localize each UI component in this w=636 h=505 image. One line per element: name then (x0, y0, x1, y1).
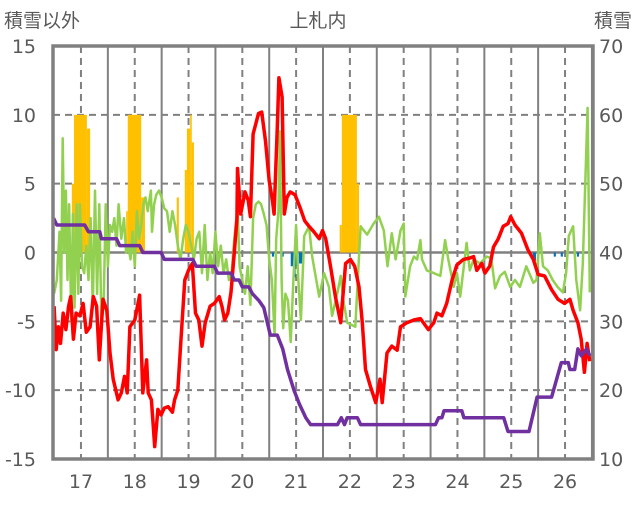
y-left-tick-label: 15 (12, 36, 36, 58)
chart-title: 上札内 (289, 10, 346, 32)
x-tick-label: 18 (123, 471, 147, 493)
x-tick-label: 21 (284, 471, 308, 493)
left-axis-title: 積雪以外 (4, 10, 80, 32)
orange-bar (190, 114, 192, 253)
orange-bar (141, 197, 145, 253)
red-series-line (52, 75, 592, 449)
blue-bar (298, 252, 305, 264)
orange-bar (186, 128, 191, 253)
y-left-tick-label: 0 (24, 243, 36, 265)
x-tick-label: 20 (230, 471, 254, 493)
y-left-tick-label: 10 (12, 105, 36, 127)
x-tick-label: 23 (392, 471, 416, 493)
blue-bar (560, 252, 563, 257)
right-axis-title: 積雪 (594, 10, 632, 32)
purple-series-line (51, 217, 592, 434)
orange-bar (356, 183, 360, 253)
blue-bar (532, 252, 536, 261)
x-tick-label: 17 (69, 471, 93, 493)
x-tick-label: 25 (499, 471, 523, 493)
y-right-tick-label: 30 (599, 311, 623, 333)
orange-bar (176, 197, 179, 253)
y-left-tick-label: -5 (17, 311, 36, 333)
y-left-tick-label: -15 (5, 449, 36, 471)
orange-bar (341, 114, 357, 253)
x-tick-label: 22 (338, 471, 362, 493)
y-right-tick-label: 10 (599, 449, 623, 471)
y-right-tick-label: 40 (599, 243, 623, 265)
orange-bar (184, 169, 187, 253)
y-right-tick-label: 60 (599, 105, 623, 127)
orange-bar (126, 211, 128, 253)
y-left-tick-label: 5 (24, 174, 36, 196)
x-tick-label: 24 (445, 471, 469, 493)
x-tick-label: 26 (553, 471, 577, 493)
y-right-tick-label: 70 (599, 36, 623, 58)
y-left-tick-label: -10 (5, 380, 36, 402)
blue-bar (282, 252, 284, 257)
blue-bar (576, 252, 580, 257)
line-series (51, 75, 592, 449)
bar-series (71, 114, 580, 278)
orange-bar (191, 142, 194, 253)
blue-bar (553, 252, 556, 257)
y-right-tick-label: 50 (599, 174, 623, 196)
x-tick-label: 19 (176, 471, 200, 493)
y-right-tick-label: 20 (599, 380, 623, 402)
plot-border (51, 44, 595, 461)
plot-frame (51, 44, 595, 461)
orange-bar (86, 128, 91, 253)
orange-bar (339, 224, 342, 253)
blue-bar (271, 252, 275, 257)
